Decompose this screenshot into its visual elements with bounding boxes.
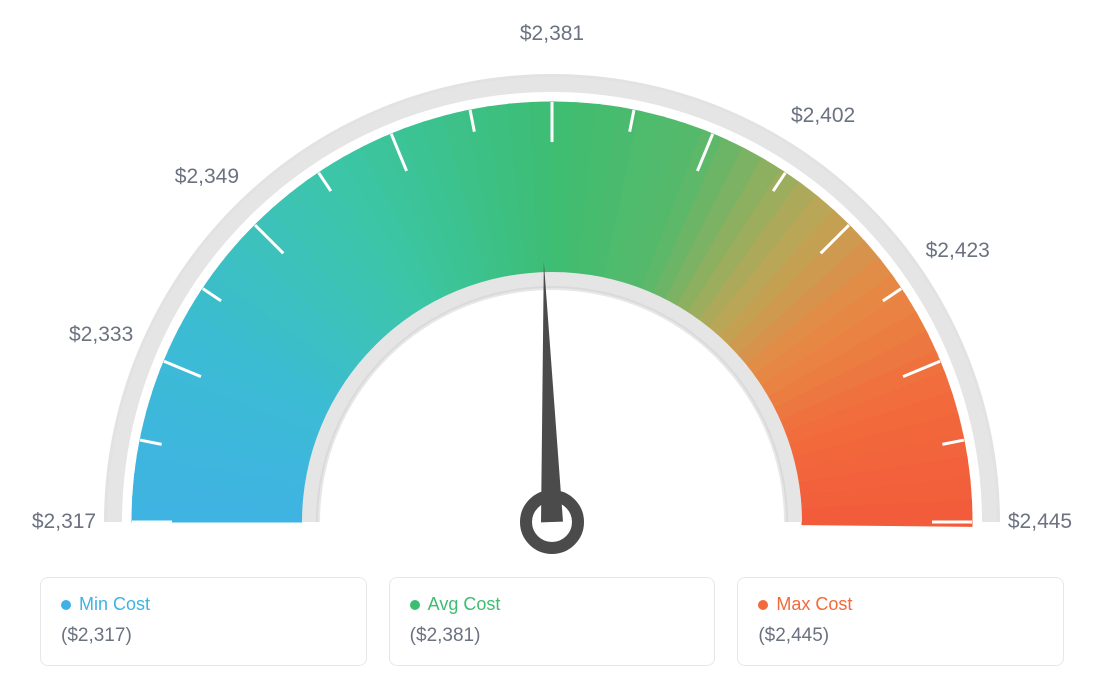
gauge-tick-label: $2,349 xyxy=(175,165,239,189)
legend-top: Min Cost xyxy=(61,594,346,615)
legend-top: Avg Cost xyxy=(410,594,695,615)
legend-title-min: Min Cost xyxy=(79,594,150,615)
gauge-tick-label: $2,402 xyxy=(791,104,855,128)
legend-card-max: Max Cost ($2,445) xyxy=(737,577,1064,666)
legend-title-max: Max Cost xyxy=(776,594,852,615)
legend-top: Max Cost xyxy=(758,594,1043,615)
legend-dot-avg xyxy=(410,600,420,610)
legend-dot-max xyxy=(758,600,768,610)
gauge-tick-label: $2,317 xyxy=(32,510,96,534)
gauge-tick-label: $2,445 xyxy=(1008,510,1072,534)
legend-value-max: ($2,445) xyxy=(758,625,1043,647)
legend-dot-min xyxy=(61,600,71,610)
legend-title-avg: Avg Cost xyxy=(428,594,501,615)
legend-row: Min Cost ($2,317) Avg Cost ($2,381) Max … xyxy=(40,577,1064,666)
gauge-chart: $2,317 $2,333 $2,349 $2,381 $2,402 $2,423 $2,4… xyxy=(0,0,1104,560)
gauge-svg xyxy=(0,0,1104,560)
legend-value-avg: ($2,381) xyxy=(410,625,695,647)
gauge-tick-label: $2,423 xyxy=(926,239,990,263)
gauge-tick-label: $2,333 xyxy=(69,323,133,347)
legend-card-min: Min Cost ($2,317) xyxy=(40,577,367,666)
legend-card-avg: Avg Cost ($2,381) xyxy=(389,577,716,666)
legend-value-min: ($2,317) xyxy=(61,625,346,647)
gauge-tick-label: $2,381 xyxy=(520,22,584,46)
